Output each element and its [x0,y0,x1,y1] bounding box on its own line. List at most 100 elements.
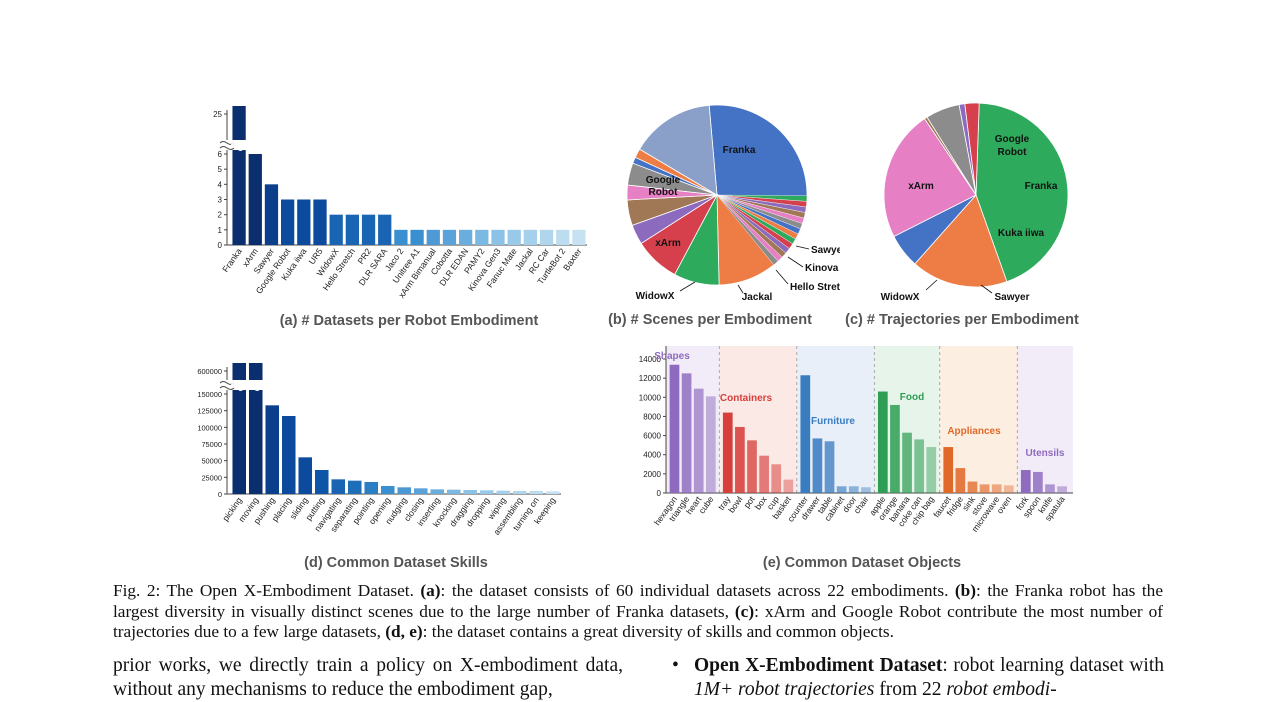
group-label: Utensils [1026,448,1065,459]
leader-line [925,279,938,291]
pie-label: WidowX [636,291,675,302]
y-tick-label: 6 [218,150,223,159]
bar [735,426,745,493]
bar [991,484,1002,493]
leader-line [775,269,789,285]
y-tick-label: 50000 [201,457,222,466]
bar [314,470,329,494]
y-tick-label: 2000 [643,470,661,479]
pie-label: xArm [655,238,681,249]
bar [507,229,521,245]
bar [364,482,379,494]
chart-d: 0 25000 50000 75000 100000 125000 150000 600000… [197,363,561,571]
caption-label: Fig. 2: The Open X-Embodiment Dataset. [113,581,414,600]
caption-ref-c: (c) [734,601,755,621]
y-tick-label: 4000 [643,451,661,460]
pie-label: Robot [998,147,1028,158]
pie-slice [914,194,1008,288]
caption-ref-de: (d, e) [385,622,423,641]
bar [1057,486,1067,493]
y-tick-label: 25 [213,110,222,119]
axis-break-mark [219,386,235,390]
figure-caption: Fig. 2: The Open X-Embodiment Dataset. (… [113,581,1163,643]
y-tick-label: 0 [218,490,222,499]
leader-line [795,245,810,250]
leader-line [679,281,696,292]
bar [890,404,900,493]
bar [463,490,478,494]
bar [955,468,966,493]
bar [836,486,847,493]
bar [313,199,327,245]
bar [545,491,560,494]
bar [479,490,494,494]
y-tick-label: 100000 [197,423,222,432]
bar [943,447,954,493]
body-right-italic: 1M+ robot trajectories [694,679,875,700]
y-tick-label: 75000 [201,440,222,449]
bar [669,364,680,493]
bar [523,229,537,245]
bar [410,229,424,245]
bar [394,229,408,245]
bar [967,481,978,493]
bar [248,390,263,494]
bar [783,479,794,493]
bar [848,486,859,493]
bar [693,388,704,493]
pie-label: Kuka iiwa [998,228,1045,239]
bar [496,490,511,494]
y-tick-label: 14000 [639,355,662,364]
y-tick-label: 4 [218,180,223,189]
bar [512,491,527,494]
bar [265,405,280,494]
pie-label: Robot [649,187,679,198]
bar [902,432,912,493]
bar [1045,484,1055,493]
bar [281,199,295,245]
bar [345,214,359,245]
chart-e: 02000400060008000100001200014000hexagont… [639,346,1073,571]
bar [800,375,811,493]
body-right-bold: Open X-Embodiment Dataset [694,655,943,676]
leader-line [787,256,804,268]
chart-caption: (a) # Datasets per Robot Embodiment [280,313,539,329]
bar [475,229,489,245]
pie-slice [639,104,718,196]
bar [361,214,376,245]
group-label: Shapes [654,351,690,362]
axis-break-mark [219,146,235,150]
group-label: Containers [720,393,773,404]
bar [759,455,769,493]
chart-caption: (e) Common Dataset Objects [763,555,961,571]
y-tick-label: 0 [218,241,223,250]
pie-slice [883,118,977,238]
pie-label: Hello Stretch [790,282,840,293]
bar [329,214,343,245]
body-right-italic2: robot embodi- [946,679,1057,700]
y-tick-label: 0 [657,489,662,498]
y-tick-label: 1 [218,226,223,235]
y-tick-label: 125000 [197,407,222,416]
bar [232,390,247,494]
bar [298,457,313,494]
pie-label: Jackal [742,292,773,303]
bar [378,214,392,245]
bar [861,487,871,493]
y-tick-label: 5 [218,165,223,174]
bar [413,488,428,494]
body-right-column: • Open X-Embodiment Dataset: robot learni… [672,654,1164,702]
bar [979,484,990,493]
body-left-column: prior works, we directly train a policy … [113,654,623,702]
pie-slice [716,194,779,266]
body-right-text: : robot learning dataset with [942,655,1164,676]
pie-label: Google [995,134,1030,145]
group-label: Furniture [811,416,855,427]
pie-slice [975,102,1069,283]
chart-b: (b) # Scenes per Embodiment Franka GoogleR… [608,104,840,328]
bar [824,441,835,493]
bar-upper [248,363,263,380]
bar-break-mark [230,383,245,391]
bullet-icon: • [672,655,679,676]
chart-c: (c) # Trajectories per Embodiment xArm Goo… [845,102,1079,328]
